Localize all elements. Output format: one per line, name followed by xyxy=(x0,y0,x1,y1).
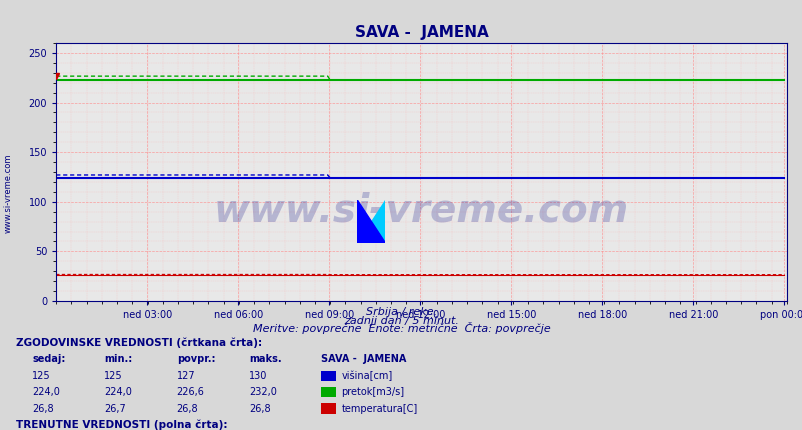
Text: zadnji dan / 5 minut.: zadnji dan / 5 minut. xyxy=(343,316,459,326)
Text: 125: 125 xyxy=(32,371,51,381)
Text: 26,7: 26,7 xyxy=(104,403,126,414)
Text: 224,0: 224,0 xyxy=(104,387,132,397)
Text: povpr.:: povpr.: xyxy=(176,354,215,365)
Text: 226,6: 226,6 xyxy=(176,387,205,397)
Text: 26,8: 26,8 xyxy=(249,403,270,414)
Text: min.:: min.: xyxy=(104,354,132,365)
Bar xyxy=(321,371,335,381)
Text: TRENUTNE VREDNOSTI (polna črta):: TRENUTNE VREDNOSTI (polna črta): xyxy=(16,419,227,430)
Text: sedaj:: sedaj: xyxy=(32,354,66,365)
Title: SAVA -  JAMENA: SAVA - JAMENA xyxy=(354,25,488,40)
Text: Srbija / reke.: Srbija / reke. xyxy=(366,307,436,317)
Text: ZGODOVINSKE VREDNOSTI (črtkana črta):: ZGODOVINSKE VREDNOSTI (črtkana črta): xyxy=(16,338,262,348)
Text: 125: 125 xyxy=(104,371,123,381)
Text: 232,0: 232,0 xyxy=(249,387,277,397)
Polygon shape xyxy=(357,200,385,243)
Text: temperatura[C]: temperatura[C] xyxy=(341,403,417,414)
Text: 127: 127 xyxy=(176,371,195,381)
Text: 224,0: 224,0 xyxy=(32,387,60,397)
Polygon shape xyxy=(357,200,385,243)
Bar xyxy=(321,403,335,414)
Text: 26,8: 26,8 xyxy=(32,403,54,414)
Text: višina[cm]: višina[cm] xyxy=(341,370,392,381)
Text: 130: 130 xyxy=(249,371,267,381)
Text: 26,8: 26,8 xyxy=(176,403,198,414)
Text: maks.: maks. xyxy=(249,354,282,365)
Text: www.si-vreme.com: www.si-vreme.com xyxy=(213,192,629,230)
Text: www.si-vreme.com: www.si-vreme.com xyxy=(4,154,13,233)
Text: Meritve: povprečne  Enote: metrične  Črta: povprečje: Meritve: povprečne Enote: metrične Črta:… xyxy=(253,322,549,335)
Bar xyxy=(321,387,335,397)
Text: SAVA -  JAMENA: SAVA - JAMENA xyxy=(321,354,406,365)
Text: pretok[m3/s]: pretok[m3/s] xyxy=(341,387,404,397)
